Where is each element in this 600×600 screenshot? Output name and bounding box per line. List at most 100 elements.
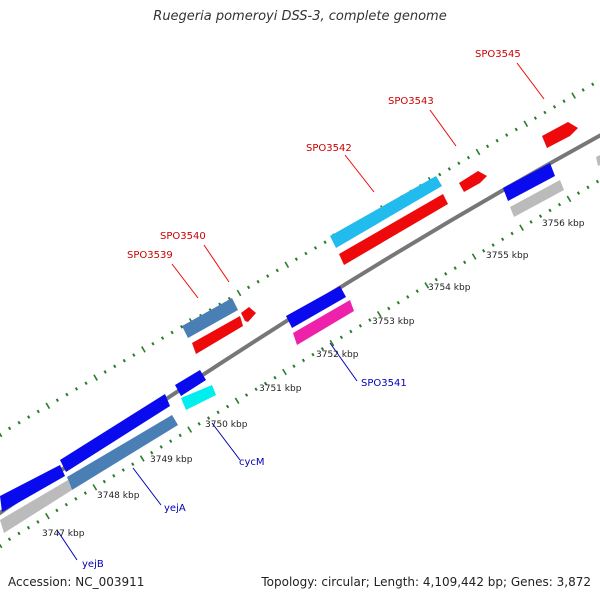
inner-ring-tick [197,422,201,426]
inner-ring-tick [45,512,50,520]
inner-ring-tick [339,335,344,340]
scale-label-3754: 3754 kbp [428,283,471,293]
inner-ring-tick [576,191,581,195]
gene-label-spo3541[interactable]: SPO3541 [361,378,407,389]
gene-cycm[interactable] [181,385,216,410]
gene-forward-upper[interactable] [503,163,555,201]
outer-ring-tick [523,120,529,128]
inner-ring-tick [482,248,486,253]
inner-ring-tick [121,468,125,472]
outer-ring-tick [304,251,308,256]
scale-label-3747: 3747 kbp [42,529,85,539]
inner-ring-tick [557,202,562,207]
inner-ring-tick [434,277,438,282]
inner-ring-tick [444,272,448,276]
gene-spo3539-red[interactable] [192,316,243,354]
outer-ring-tick [552,105,557,109]
inner-ring-tick [36,520,40,524]
inner-ring-tick [406,295,410,299]
gene-label-spo3545[interactable]: SPO3545 [475,49,521,60]
gene-spo3542-red[interactable] [339,194,448,265]
gene-yeja-blue[interactable] [60,394,170,472]
outer-ring-tick [0,432,3,438]
outer-ring-tick [514,127,518,132]
outer-ring-tick [27,415,31,419]
outer-ring-tick [74,387,79,391]
inner-ring-tick [206,416,211,420]
gene-label-yeja[interactable]: yejA [164,503,186,514]
gene-label-spo3540[interactable]: SPO3540 [160,231,206,242]
inner-ring-tick [491,243,495,247]
inner-ring-tick [273,375,277,380]
gene-gray-upper[interactable] [510,180,564,217]
inner-ring-tick [112,473,116,478]
leader-spo3542 [344,154,375,193]
inner-ring-tick [424,282,430,289]
inner-ring-tick [538,214,543,218]
inner-ring-tick [329,339,335,347]
inner-ring-tick [102,479,106,484]
gene-spo3539[interactable] [182,298,238,338]
gene-label-spo3542[interactable]: SPO3542 [306,143,352,154]
gene-spo3545[interactable] [542,122,578,148]
gene-spo3541[interactable] [293,300,354,345]
inner-ring-tick [17,531,21,536]
accession-text: Accession: NC_003911 [8,575,145,589]
inner-ring-tick [510,231,514,236]
gene-label-yejb[interactable]: yejB [82,559,104,570]
inner-ring-tick [83,491,87,495]
inner-ring-tick [368,318,372,322]
inner-ring-tick [320,347,325,351]
outer-ring-tick [160,336,165,340]
outer-ring-tick [571,92,576,99]
scale-label-3751: 3751 kbp [259,384,302,394]
gene-spo3541-blue[interactable] [286,286,346,328]
scale-label-3755: 3755 kbp [486,251,529,261]
outer-ring-tick [84,381,88,386]
outer-ring-tick [447,167,451,171]
inner-ring-tick [159,445,163,449]
inner-ring-tick [415,289,419,293]
inner-ring-tick [358,323,362,328]
outer-ring-tick [256,279,260,284]
outer-ring-tick [475,148,481,156]
outer-ring-tick [294,257,298,261]
gene-far-right[interactable] [596,155,600,166]
gene-blue-short[interactable] [175,370,206,396]
inner-ring-tick [178,433,182,438]
gene-label-cycm[interactable]: cycM [239,457,265,468]
inner-ring-tick [463,260,467,265]
gene-yeja[interactable] [67,415,178,490]
gene-blue-left[interactable] [0,465,65,512]
inner-ring-tick [396,300,400,305]
label-leader-lines [56,62,545,561]
outer-ring-tick [275,268,279,273]
inner-ring-tick [216,410,220,415]
outer-ring-tick [562,99,566,104]
gene-label-spo3539[interactable]: SPO3539 [127,250,173,261]
outer-ring-tick [543,110,547,115]
inner-ring-tick [139,455,145,462]
outer-ring-tick [36,409,40,414]
gene-spo3542-cyan[interactable] [330,176,442,248]
map-title: Ruegeria pomeroyi DSS-3, complete genome [153,9,447,24]
inner-ring-tick [225,404,230,409]
outer-ring-tick [246,285,251,290]
gene-label-spo3543[interactable]: SPO3543 [388,96,434,107]
outer-ring-tick [93,374,98,381]
inner-ring-tick [169,439,173,443]
gene-yejb[interactable] [0,480,72,533]
inner-ring-tick [55,508,59,513]
outer-ring-tick [236,289,242,297]
inner-ring-tick [349,329,353,334]
inner-ring-tick [292,364,296,368]
gene-spo3540[interactable] [241,307,256,322]
inner-ring-tick [529,220,533,224]
inner-ring-tick [566,195,572,203]
scale-label-3749: 3749 kbp [150,455,193,465]
gene-spo3543[interactable] [459,171,487,192]
outer-ring-tick [466,155,471,160]
inner-ring-tick [519,224,524,231]
leader-spo3540 [203,244,230,283]
